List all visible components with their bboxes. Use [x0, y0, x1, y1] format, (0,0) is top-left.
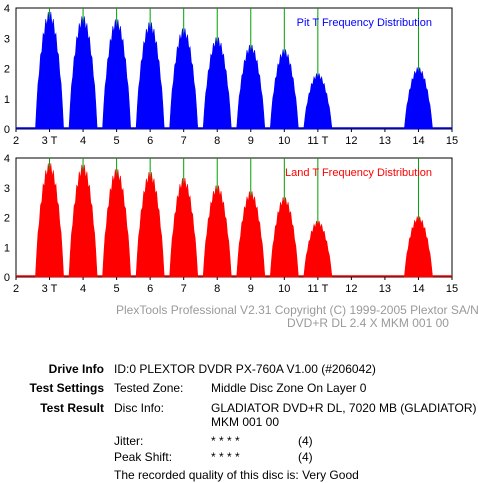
pit-x-tick-label: 15: [446, 135, 458, 145]
jitter-stars: * * * *: [211, 434, 240, 448]
pit-x-tick-label: 12: [345, 135, 357, 145]
land-x-tick-label: 3 T: [42, 283, 58, 295]
jitter-score: (4): [298, 434, 313, 448]
land-peak-t7: [169, 178, 199, 278]
pit-y-tick-label: 2: [4, 64, 10, 76]
land-chart-title: Land T Frequency Distribution: [285, 167, 432, 179]
pit-x-tick-label: 7: [181, 135, 187, 145]
pit-peak-t7: [169, 28, 199, 130]
pit-x-tick-label: 2: [13, 135, 19, 145]
tested-zone-label: Tested Zone:: [114, 381, 184, 395]
tested-zone-value: Middle Disc Zone On Layer 0: [211, 381, 367, 395]
land-peak-t11: [303, 220, 333, 278]
land-y-tick-label: 0: [4, 272, 10, 284]
land-x-tick-label: 14: [412, 283, 424, 295]
land-x-tick-label: 11 T: [307, 283, 328, 295]
land-peak-t3: [35, 163, 64, 278]
pit-peak-t8: [202, 37, 232, 130]
land-x-tick-label: 5: [114, 283, 120, 295]
land-x-tick-label: 4: [80, 283, 86, 295]
pit-x-tick-label: 9: [248, 135, 254, 145]
pit-x-tick-label: 8: [214, 135, 220, 145]
land-x-tick-label: 10: [278, 283, 290, 295]
land-x-tick-label: 7: [181, 283, 187, 295]
pit-x-tick-label: 3 T: [42, 135, 58, 145]
pit-x-tick-label: 4: [80, 135, 86, 145]
pit-x-tick-label: 6: [147, 135, 153, 145]
drive-info-label: Drive Info: [48, 362, 104, 376]
test-result-label: Test Result: [40, 401, 104, 415]
peak-shift-stars: * * * *: [211, 450, 240, 464]
peak-shift-label: Peak Shift:: [114, 450, 173, 464]
land-x-tick-label: 6: [147, 283, 153, 295]
land-peak-t14: [404, 216, 433, 278]
land-x-tick-label: 15: [446, 283, 458, 295]
land-x-tick-label: 12: [345, 283, 357, 295]
land-x-tick-label: 8: [214, 283, 220, 295]
pit-peak-t3: [35, 11, 64, 130]
pit-peak-t5: [102, 19, 132, 130]
land-y-tick-label: 4: [4, 153, 10, 165]
land-peak-t4: [68, 164, 98, 278]
land-peak-t8: [202, 185, 232, 278]
disc-info-line2: MKM 001 00: [211, 415, 280, 429]
land-peak-t5: [102, 169, 132, 278]
pit-y-tick-label: 3: [4, 33, 10, 45]
land-peak-t9: [236, 191, 266, 278]
land-x-tick-label: 13: [379, 283, 391, 295]
pit-x-tick-label: 11 T: [307, 135, 328, 145]
pit-y-tick-label: 4: [4, 3, 10, 15]
jitter-label: Jitter:: [114, 434, 144, 448]
copyright-text: PlexTools Professional V2.31 Copyright (…: [116, 303, 478, 317]
land-x-tick-label: 9: [248, 283, 254, 295]
peak-shift-score: (4): [298, 450, 313, 464]
pit-peak-t10: [269, 49, 299, 130]
land-x-tick-label: 2: [13, 283, 19, 295]
pit-x-tick-label: 5: [114, 135, 120, 145]
pit-y-tick-label: 1: [4, 94, 10, 106]
pit-x-tick-label: 10: [278, 135, 290, 145]
drive-info-value: ID:0 PLEXTOR DVDR PX-760A V1.00 (#206042…: [114, 362, 376, 376]
pit-peak-t14: [404, 67, 433, 130]
disc-info-line1: GLADIATOR DVD+R DL, 7020 MB (GLADIATOR): [211, 401, 477, 415]
pit-peak-t6: [135, 22, 165, 130]
disc-info-label: Disc Info:: [114, 401, 165, 415]
disc-format-text: DVD+R DL 2.4 X MKM 001 00: [287, 316, 449, 330]
land-y-tick-label: 3: [4, 183, 10, 195]
pit-chart-title: Pit T Frequency Distribution: [297, 17, 432, 29]
land-y-tick-label: 1: [4, 242, 10, 254]
test-settings-label: Test Settings: [29, 381, 104, 395]
pit-x-tick-label: 13: [379, 135, 391, 145]
pit-peak-t11: [303, 73, 333, 130]
pit-x-tick-label: 14: [412, 135, 424, 145]
pit-peak-t9: [236, 44, 266, 130]
pit-peak-t4: [68, 16, 98, 130]
land-y-tick-label: 2: [4, 213, 10, 225]
pit-y-tick-label: 0: [4, 124, 10, 136]
quality-text: The recorded quality of this disc is: Ve…: [114, 468, 359, 482]
land-peak-t6: [135, 172, 165, 278]
land-peak-t10: [269, 197, 299, 278]
